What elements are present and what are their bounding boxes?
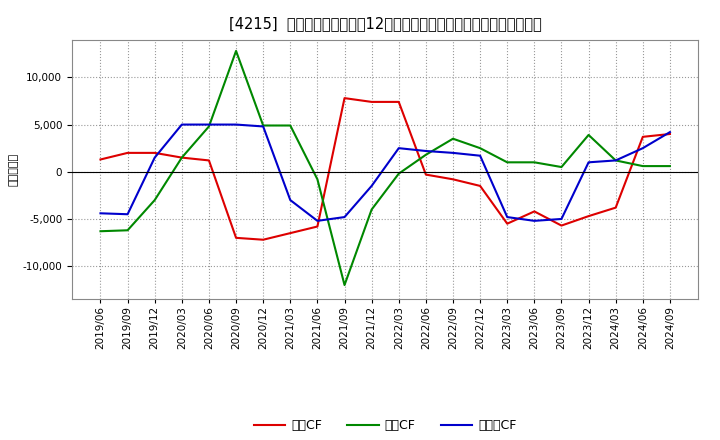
フリーCF — [204, 122, 213, 127]
投資CF — [204, 124, 213, 129]
フリーCF — [123, 212, 132, 217]
投資CF — [665, 163, 674, 169]
投資CF — [421, 152, 430, 158]
投資CF — [150, 198, 159, 203]
営業CF — [178, 155, 186, 160]
営業CF — [584, 213, 593, 219]
営業CF — [123, 150, 132, 155]
Line: 投資CF: 投資CF — [101, 51, 670, 285]
営業CF — [367, 99, 376, 105]
営業CF — [150, 150, 159, 155]
営業CF — [639, 134, 647, 139]
フリーCF — [313, 218, 322, 224]
Line: 営業CF: 営業CF — [101, 98, 670, 240]
営業CF — [503, 221, 511, 226]
フリーCF — [476, 153, 485, 158]
投資CF — [259, 123, 268, 128]
Title: [4215]  キャッシュフローの12か月移動合計の対前年同期増減額の推移: [4215] キャッシュフローの12か月移動合計の対前年同期増減額の推移 — [229, 16, 541, 32]
フリーCF — [150, 155, 159, 160]
営業CF — [286, 231, 294, 236]
フリーCF — [557, 216, 566, 222]
投資CF — [584, 132, 593, 138]
投資CF — [341, 282, 349, 288]
営業CF — [530, 209, 539, 214]
営業CF — [449, 177, 457, 182]
フリーCF — [341, 214, 349, 220]
投資CF — [530, 160, 539, 165]
営業CF — [96, 157, 105, 162]
営業CF — [476, 183, 485, 189]
投資CF — [639, 163, 647, 169]
フリーCF — [449, 150, 457, 155]
投資CF — [232, 48, 240, 54]
投資CF — [449, 136, 457, 141]
投資CF — [313, 177, 322, 182]
投資CF — [123, 227, 132, 233]
営業CF — [259, 237, 268, 242]
フリーCF — [503, 214, 511, 220]
営業CF — [204, 158, 213, 163]
フリーCF — [96, 211, 105, 216]
営業CF — [557, 223, 566, 228]
営業CF — [341, 95, 349, 101]
営業CF — [611, 205, 620, 210]
フリーCF — [286, 198, 294, 203]
フリーCF — [395, 146, 403, 151]
フリーCF — [665, 129, 674, 135]
営業CF — [232, 235, 240, 241]
Line: フリーCF: フリーCF — [101, 125, 670, 221]
投資CF — [503, 160, 511, 165]
営業CF — [421, 172, 430, 177]
フリーCF — [639, 146, 647, 151]
投資CF — [286, 123, 294, 128]
投資CF — [557, 165, 566, 170]
フリーCF — [530, 218, 539, 224]
投資CF — [367, 207, 376, 212]
フリーCF — [259, 124, 268, 129]
投資CF — [96, 229, 105, 234]
フリーCF — [611, 158, 620, 163]
投資CF — [611, 158, 620, 163]
投資CF — [178, 155, 186, 160]
Legend: 営業CF, 投資CF, フリーCF: 営業CF, 投資CF, フリーCF — [249, 414, 521, 437]
Y-axis label: （百万円）: （百万円） — [9, 153, 19, 186]
営業CF — [395, 99, 403, 105]
フリーCF — [367, 183, 376, 189]
営業CF — [313, 224, 322, 229]
投資CF — [476, 146, 485, 151]
フリーCF — [421, 148, 430, 154]
営業CF — [665, 132, 674, 137]
フリーCF — [178, 122, 186, 127]
フリーCF — [584, 160, 593, 165]
投資CF — [395, 171, 403, 176]
フリーCF — [232, 122, 240, 127]
